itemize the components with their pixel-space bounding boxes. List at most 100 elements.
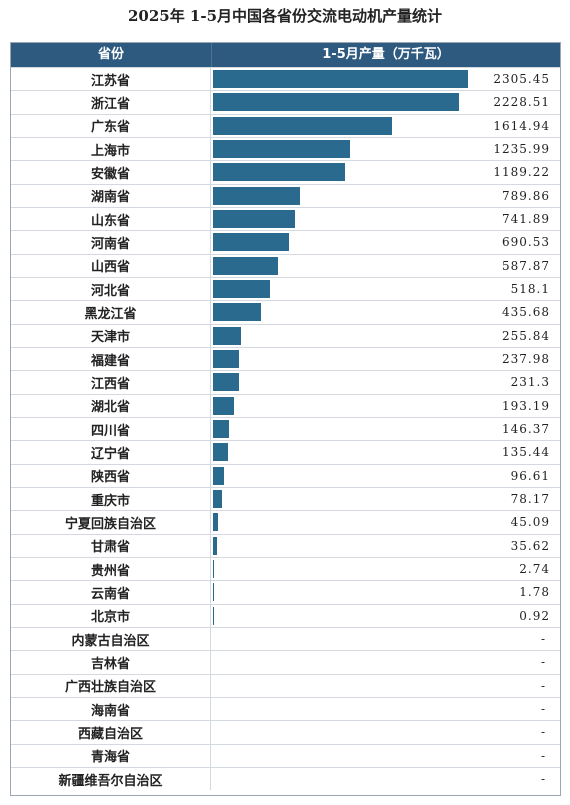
header-province: 省份 [97, 47, 124, 62]
bar [213, 139, 350, 158]
bar [213, 419, 230, 438]
value-label: 518.1 [510, 282, 550, 297]
value-label: - [540, 748, 546, 763]
province-label: 海南省 [11, 697, 211, 721]
table-row: 江苏省 2305.45 [11, 67, 560, 91]
value-label: 231.3 [510, 375, 550, 390]
province-label: 青海省 [11, 744, 211, 767]
province-label: 甘肃省 [11, 534, 211, 557]
value-label: 255.84 [502, 328, 550, 343]
table-row: 贵州省 2.74 [11, 556, 560, 581]
province-label: 安徽省 [11, 161, 211, 184]
province-label: 西藏自治区 [11, 721, 211, 744]
value-label: 146.37 [502, 422, 550, 437]
chart-title: 2025年 1-5月中国各省份交流电动机产量统计 [127, 7, 443, 25]
table-row: 河北省 518.1 [11, 276, 560, 301]
table-row: 山东省 741.89 [11, 206, 560, 231]
province-label: 浙江省 [11, 91, 211, 114]
bar [213, 163, 345, 182]
province-label: 重庆市 [11, 487, 211, 511]
table-row: 宁夏回族自治区 45.09 [11, 510, 560, 534]
province-label: 云南省 [11, 581, 211, 604]
table-row: 西藏自治区 - [11, 720, 560, 744]
province-label: 河南省 [11, 231, 211, 254]
table-row: 黑龙江省 435.68 [11, 300, 560, 324]
province-label: 江苏省 [11, 68, 211, 91]
value-label: 435.68 [502, 305, 550, 320]
value-label: 45.09 [510, 515, 550, 530]
table-row: 山西省 587.87 [11, 253, 560, 277]
province-label: 广西壮族自治区 [11, 674, 211, 697]
province-label: 北京市 [11, 604, 211, 627]
header-production: 1-5月产量（万千瓦） [211, 43, 560, 67]
table-row: 河南省 690.53 [11, 230, 560, 254]
bar [213, 209, 296, 228]
table-row: 青海省 - [11, 743, 560, 767]
data-table: 省份 1-5月产量（万千瓦） 江苏省 2305.45 浙江省 2228.51 广东省 16… [10, 42, 561, 796]
value-label: 1.78 [519, 585, 550, 600]
value-label: 237.98 [502, 352, 550, 367]
value-label: - [540, 632, 546, 647]
table-row: 福建省 237.98 [11, 346, 560, 371]
value-label: 2228.51 [493, 95, 550, 110]
table-row: 天津市 255.84 [11, 323, 560, 347]
table-row: 广西壮族自治区 - [11, 673, 560, 697]
bar [213, 536, 217, 555]
value-label: - [540, 655, 546, 670]
table-row: 湖南省 789.86 [11, 183, 560, 207]
table-row: 云南省 1.78 [11, 580, 560, 604]
value-label: 587.87 [502, 258, 550, 273]
province-label: 四川省 [11, 417, 211, 441]
value-label: 2.74 [519, 562, 550, 577]
bar [213, 93, 460, 112]
value-label: - [540, 725, 546, 740]
table-row: 新疆维吾尔自治区 - [11, 766, 560, 791]
province-label: 江西省 [11, 371, 211, 394]
bar [213, 606, 214, 625]
province-label: 吉林省 [11, 651, 211, 674]
province-label: 新疆维吾尔自治区 [11, 767, 211, 791]
bar [213, 489, 222, 508]
table-row: 上海市 1235.99 [11, 136, 560, 161]
table-row: 江西省 231.3 [11, 370, 560, 394]
province-label: 山东省 [11, 207, 211, 231]
value-label: 690.53 [502, 235, 550, 250]
table-row: 广东省 1614.94 [11, 113, 560, 137]
table-row: 陕西省 96.61 [11, 463, 560, 487]
table-row: 海南省 - [11, 696, 560, 721]
province-label: 上海市 [11, 137, 211, 161]
province-label: 贵州省 [11, 557, 211, 581]
province-label: 河北省 [11, 277, 211, 301]
value-label: 789.86 [502, 188, 550, 203]
bar [213, 583, 214, 602]
value-label: 1614.94 [493, 118, 550, 133]
value-label: 35.62 [510, 538, 550, 553]
province-label: 辽宁省 [11, 441, 211, 464]
table-row: 浙江省 2228.51 [11, 90, 560, 114]
province-label: 黑龙江省 [11, 301, 211, 324]
value-label: 1189.22 [493, 165, 550, 180]
value-label: - [540, 772, 546, 787]
province-label: 天津市 [11, 324, 211, 347]
bar [213, 373, 239, 392]
value-label: - [540, 678, 546, 693]
bar [213, 559, 214, 578]
bar [213, 256, 279, 275]
province-label: 湖南省 [11, 184, 211, 207]
value-label: 96.61 [510, 468, 550, 483]
bar [213, 513, 218, 532]
bar [213, 303, 262, 322]
province-label: 广东省 [11, 114, 211, 137]
province-label: 内蒙古自治区 [11, 627, 211, 651]
province-label: 宁夏回族自治区 [11, 511, 211, 534]
table-row: 湖北省 193.19 [11, 393, 560, 417]
table-row: 安徽省 1189.22 [11, 160, 560, 184]
province-label: 山西省 [11, 254, 211, 277]
bar [213, 396, 235, 415]
bar [213, 233, 290, 252]
value-label: 2305.45 [493, 72, 550, 87]
value-label: 78.17 [510, 492, 550, 507]
bar [213, 70, 468, 88]
bar [213, 116, 392, 135]
bar [213, 466, 224, 485]
